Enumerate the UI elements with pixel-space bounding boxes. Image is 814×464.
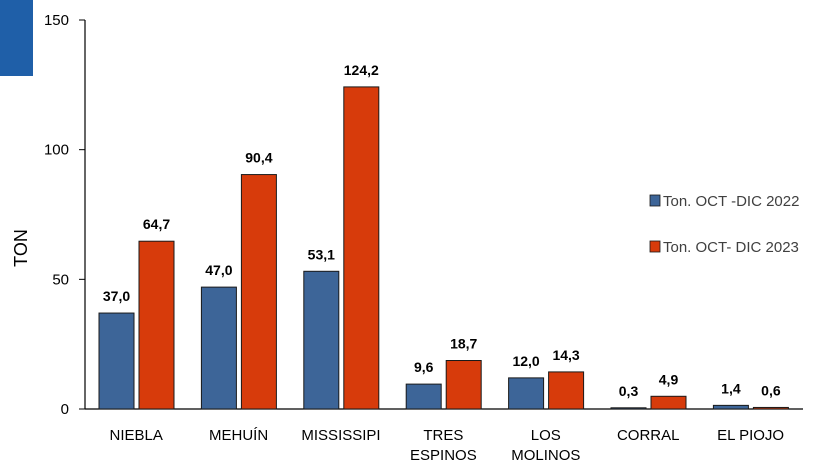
bar — [405, 383, 442, 410]
data-label: 0,3 — [619, 383, 639, 399]
bar — [303, 270, 340, 410]
data-label: 90,4 — [245, 150, 272, 166]
x-tick-label-line: MOLINOS — [511, 447, 580, 464]
x-tick-label: LOS MOLINOS — [511, 427, 580, 464]
x-tick-label: MISSISSIPI — [301, 427, 380, 444]
legend: Ton. OCT -DIC 2022 Ton. OCT- DIC 2023 — [649, 193, 799, 256]
x-tick-label: EL PIOJO — [717, 427, 784, 444]
data-label: 4,9 — [659, 371, 679, 387]
y-tick-label: 0 — [61, 401, 69, 418]
brand-accent-bar — [0, 0, 33, 76]
bar — [445, 360, 482, 410]
x-tick-label-line: ESPINOS — [410, 447, 477, 464]
bar — [610, 407, 647, 410]
x-tick-label-line: MISSISSIPI — [301, 427, 380, 444]
data-label: 64,7 — [143, 216, 170, 232]
x-tick-label-line: TRES — [423, 427, 463, 444]
legend-label: Ton. OCT -DIC 2022 — [663, 193, 799, 210]
x-tick-label: CORRAL — [617, 427, 680, 444]
x-tick-label: MEHUÍN — [209, 427, 268, 444]
bar — [650, 395, 687, 410]
x-tick-label: NIEBLA — [110, 427, 163, 444]
bar — [343, 86, 380, 410]
data-label: 9,6 — [414, 359, 434, 375]
data-label: 53,1 — [308, 246, 335, 262]
y-axis-title: TON — [11, 229, 31, 267]
legend-swatch — [649, 194, 661, 207]
x-tick-label-line: CORRAL — [617, 427, 680, 444]
data-label: 124,2 — [344, 62, 379, 78]
x-tick-label-line: MEHUÍN — [209, 427, 268, 444]
data-label: 1,4 — [721, 380, 741, 396]
data-label: 37,0 — [103, 288, 130, 304]
data-label: 0,6 — [761, 382, 781, 398]
y-tick-label: 100 — [44, 142, 69, 159]
x-tick-label-line: EL PIOJO — [717, 427, 784, 444]
data-label: 12,0 — [512, 353, 539, 369]
bar — [138, 240, 175, 410]
x-tick-label-line: NIEBLA — [110, 427, 163, 444]
x-tick-label-line: LOS — [531, 427, 561, 444]
bar — [508, 377, 545, 410]
bar — [240, 174, 277, 410]
data-label: 47,0 — [205, 262, 232, 278]
bar — [752, 406, 789, 410]
y-tick-label: 50 — [52, 271, 69, 288]
bar — [200, 286, 237, 410]
bar — [712, 404, 749, 410]
x-tick-label: TRES ESPINOS — [410, 427, 477, 464]
bar — [98, 312, 135, 410]
plot-area: 0 50 100 150 NIEBLA 37,0 64,7 MEHUÍN 47,0 90,4 MIS… — [44, 12, 803, 464]
data-label: 14,3 — [552, 347, 579, 363]
bar — [548, 371, 585, 410]
legend-swatch — [649, 240, 661, 253]
y-tick-label: 150 — [44, 12, 69, 29]
legend-label: Ton. OCT- DIC 2023 — [663, 239, 799, 256]
data-label: 18,7 — [450, 336, 477, 352]
